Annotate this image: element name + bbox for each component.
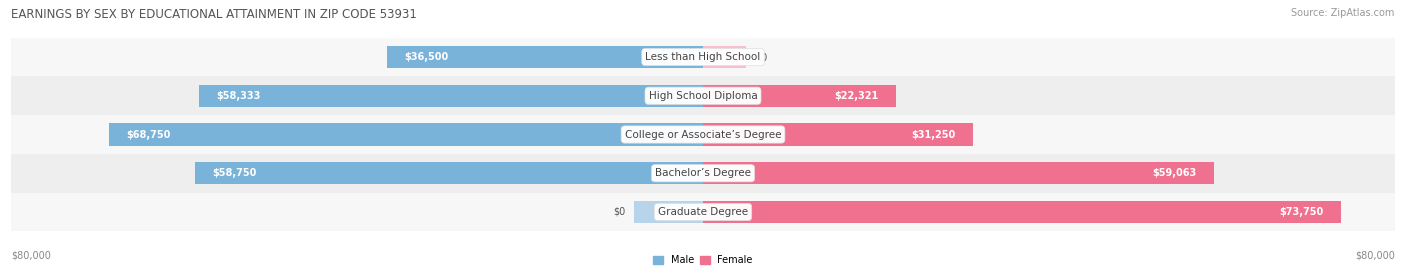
Text: $58,750: $58,750 xyxy=(212,168,257,178)
Legend: Male, Female: Male, Female xyxy=(650,251,756,269)
Bar xyxy=(703,162,1213,185)
Bar xyxy=(703,201,1341,223)
Bar xyxy=(388,46,703,68)
Bar xyxy=(634,201,703,223)
Text: $80,000: $80,000 xyxy=(1355,251,1395,261)
Text: $36,500: $36,500 xyxy=(405,52,449,62)
Text: $31,250: $31,250 xyxy=(911,129,956,140)
Bar xyxy=(11,193,1395,231)
Text: College or Associate’s Degree: College or Associate’s Degree xyxy=(624,129,782,140)
Bar xyxy=(108,123,703,146)
Bar xyxy=(703,46,747,68)
Bar xyxy=(703,123,973,146)
Text: $22,321: $22,321 xyxy=(835,91,879,101)
Text: $59,063: $59,063 xyxy=(1152,168,1197,178)
Bar xyxy=(195,162,703,185)
Bar xyxy=(198,84,703,107)
Text: Graduate Degree: Graduate Degree xyxy=(658,207,748,217)
Bar xyxy=(11,38,1395,76)
Text: High School Diploma: High School Diploma xyxy=(648,91,758,101)
Text: $68,750: $68,750 xyxy=(125,129,170,140)
Bar xyxy=(11,76,1395,115)
Bar xyxy=(11,154,1395,193)
Text: Bachelor’s Degree: Bachelor’s Degree xyxy=(655,168,751,178)
Bar xyxy=(703,84,896,107)
Text: $58,333: $58,333 xyxy=(217,91,260,101)
Text: Source: ZipAtlas.com: Source: ZipAtlas.com xyxy=(1291,8,1395,18)
Text: Less than High School: Less than High School xyxy=(645,52,761,62)
Text: $80,000: $80,000 xyxy=(11,251,51,261)
Text: $0: $0 xyxy=(755,52,768,62)
Text: EARNINGS BY SEX BY EDUCATIONAL ATTAINMENT IN ZIP CODE 53931: EARNINGS BY SEX BY EDUCATIONAL ATTAINMEN… xyxy=(11,8,418,21)
Text: $0: $0 xyxy=(613,207,626,217)
Text: $73,750: $73,750 xyxy=(1279,207,1323,217)
Bar xyxy=(11,115,1395,154)
